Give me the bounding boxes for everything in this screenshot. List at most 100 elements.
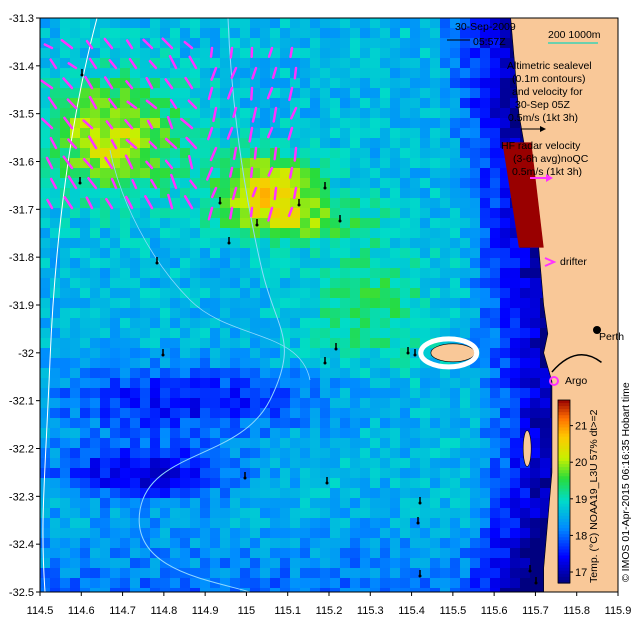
sst-cell — [40, 278, 51, 289]
sst-cell — [410, 408, 421, 419]
sst-cell — [460, 318, 471, 329]
sst-cell — [390, 108, 401, 119]
sst-cell — [460, 78, 471, 89]
sst-cell — [380, 198, 391, 209]
colorbar-swatch — [558, 531, 570, 535]
colorbar-swatch — [558, 528, 570, 532]
sst-cell — [50, 118, 61, 129]
sst-cell — [490, 198, 501, 209]
sst-cell — [420, 68, 431, 79]
sst-cell — [530, 308, 541, 319]
sst-cell — [150, 98, 161, 109]
sst-cell — [210, 428, 221, 439]
sst-cell — [240, 128, 251, 139]
x-tick-label: 115.2 — [316, 605, 343, 617]
sst-cell — [500, 168, 511, 179]
sealevel-arrow-head — [534, 581, 538, 585]
sst-cell — [220, 38, 231, 49]
sst-cell — [290, 318, 301, 329]
sst-cell — [100, 158, 111, 169]
sst-cell — [510, 498, 521, 509]
sst-cell — [250, 348, 261, 359]
sst-cell — [250, 258, 261, 269]
sst-cell — [510, 538, 521, 549]
sst-cell — [90, 278, 101, 289]
sst-cell — [250, 318, 261, 329]
sst-cell — [140, 218, 151, 229]
sst-cell — [320, 188, 331, 199]
sst-cell — [220, 208, 231, 219]
sst-cell — [150, 158, 161, 169]
sst-cell — [320, 428, 331, 439]
sst-cell — [350, 338, 361, 349]
sst-cell — [60, 578, 71, 589]
sst-cell — [450, 508, 461, 519]
sst-cell — [330, 108, 341, 119]
sst-cell — [310, 288, 321, 299]
sst-cell — [380, 148, 391, 159]
y-tick-label: -32 — [18, 348, 34, 360]
sst-cell — [450, 428, 461, 439]
sst-cell — [260, 138, 271, 149]
sst-cell — [50, 258, 61, 269]
altimetric-arrow-head — [540, 126, 546, 132]
sst-cell — [410, 558, 421, 569]
sst-cell — [110, 468, 121, 479]
sst-cell — [540, 428, 551, 439]
colorbar-swatch — [558, 439, 570, 444]
sst-cell — [420, 58, 431, 69]
sst-cell — [310, 188, 321, 199]
sst-cell — [190, 218, 201, 229]
hf-vector — [251, 66, 258, 80]
sst-cell — [80, 408, 91, 419]
sst-cell — [130, 518, 141, 529]
sst-cell — [200, 538, 211, 549]
sst-cell — [70, 308, 81, 319]
sst-cell — [260, 188, 271, 199]
sst-cell — [410, 48, 421, 59]
sst-cell — [520, 248, 531, 259]
isobath-contour — [138, 18, 285, 592]
sst-cell — [240, 88, 251, 99]
sst-cell — [340, 578, 351, 589]
sst-cell — [220, 568, 231, 579]
sst-cell — [460, 478, 471, 489]
sst-cell — [500, 88, 511, 99]
sst-cell — [70, 548, 81, 559]
sst-cell — [380, 298, 391, 309]
sst-cell — [500, 198, 511, 209]
sst-cell — [420, 558, 431, 569]
sst-cell — [190, 258, 201, 269]
hf-vector — [145, 99, 158, 110]
sst-cell — [320, 278, 331, 289]
sst-cell — [260, 228, 271, 239]
sst-cell — [60, 508, 71, 519]
hf-vector — [84, 75, 94, 90]
sst-cell — [510, 88, 521, 99]
sst-cell — [360, 498, 371, 509]
sst-cell — [470, 358, 481, 369]
sst-cell — [90, 88, 101, 99]
sst-cell — [100, 468, 111, 479]
sst-cell — [50, 478, 61, 489]
sst-cell — [50, 188, 61, 199]
sst-cell — [70, 258, 81, 269]
sst-cell — [190, 488, 201, 499]
sst-cell — [330, 58, 341, 69]
sst-cell — [210, 358, 221, 369]
sst-cell — [380, 448, 391, 459]
sst-cell — [380, 38, 391, 49]
sst-cell — [280, 328, 291, 339]
sst-cell — [360, 448, 371, 459]
sst-cell — [60, 458, 71, 469]
sst-cell — [420, 478, 431, 489]
sst-cell — [200, 128, 211, 139]
sst-cell — [530, 338, 541, 349]
sst-cell — [230, 38, 241, 49]
sst-cell — [150, 188, 161, 199]
sst-cell — [270, 28, 281, 39]
sst-cell — [180, 198, 191, 209]
sst-cell — [60, 338, 71, 349]
sst-cell — [130, 338, 141, 349]
sst-cell — [130, 268, 141, 279]
